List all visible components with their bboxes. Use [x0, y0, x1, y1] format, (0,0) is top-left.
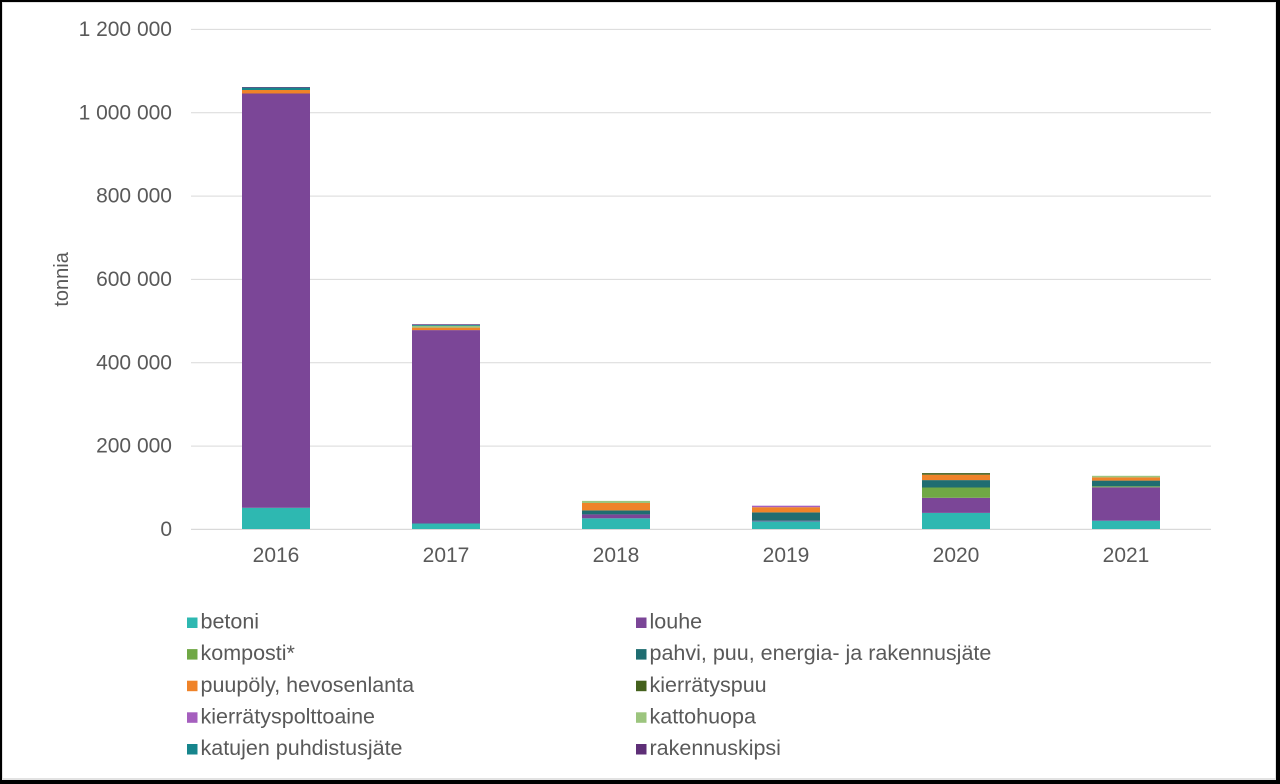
svg-text:komposti*: komposti*: [201, 641, 296, 665]
svg-text:0: 0: [160, 518, 172, 541]
svg-text:louhe: louhe: [650, 610, 703, 634]
svg-text:2019: 2019: [763, 544, 810, 567]
svg-text:400 000: 400 000: [96, 351, 172, 374]
svg-text:1 000 000: 1 000 000: [79, 101, 172, 124]
svg-text:2017: 2017: [423, 544, 470, 567]
svg-text:800 000: 800 000: [96, 185, 172, 208]
svg-text:rakennuskipsi: rakennuskipsi: [650, 736, 781, 760]
svg-text:kattohuopa: kattohuopa: [650, 704, 756, 728]
svg-text:betoni: betoni: [201, 610, 260, 634]
svg-text:puupöly, hevosenlanta: puupöly, hevosenlanta: [201, 673, 415, 697]
svg-text:1 200 000: 1 200 000: [79, 18, 172, 41]
svg-text:kierrätyspuu: kierrätyspuu: [650, 673, 767, 697]
svg-text:200 000: 200 000: [96, 435, 172, 458]
svg-text:kierrätyspolttoaine: kierrätyspolttoaine: [201, 704, 375, 728]
svg-text:2016: 2016: [253, 544, 300, 567]
svg-text:2021: 2021: [1103, 544, 1150, 567]
svg-text:pahvi, puu, energia- ja rakenn: pahvi, puu, energia- ja rakennusjäte: [650, 641, 992, 665]
svg-text:katujen puhdistusjäte: katujen puhdistusjäte: [201, 736, 403, 760]
svg-text:2018: 2018: [593, 544, 640, 567]
svg-text:2020: 2020: [933, 544, 980, 567]
svg-text:600 000: 600 000: [96, 268, 172, 291]
svg-text:tonnia: tonnia: [51, 251, 73, 306]
